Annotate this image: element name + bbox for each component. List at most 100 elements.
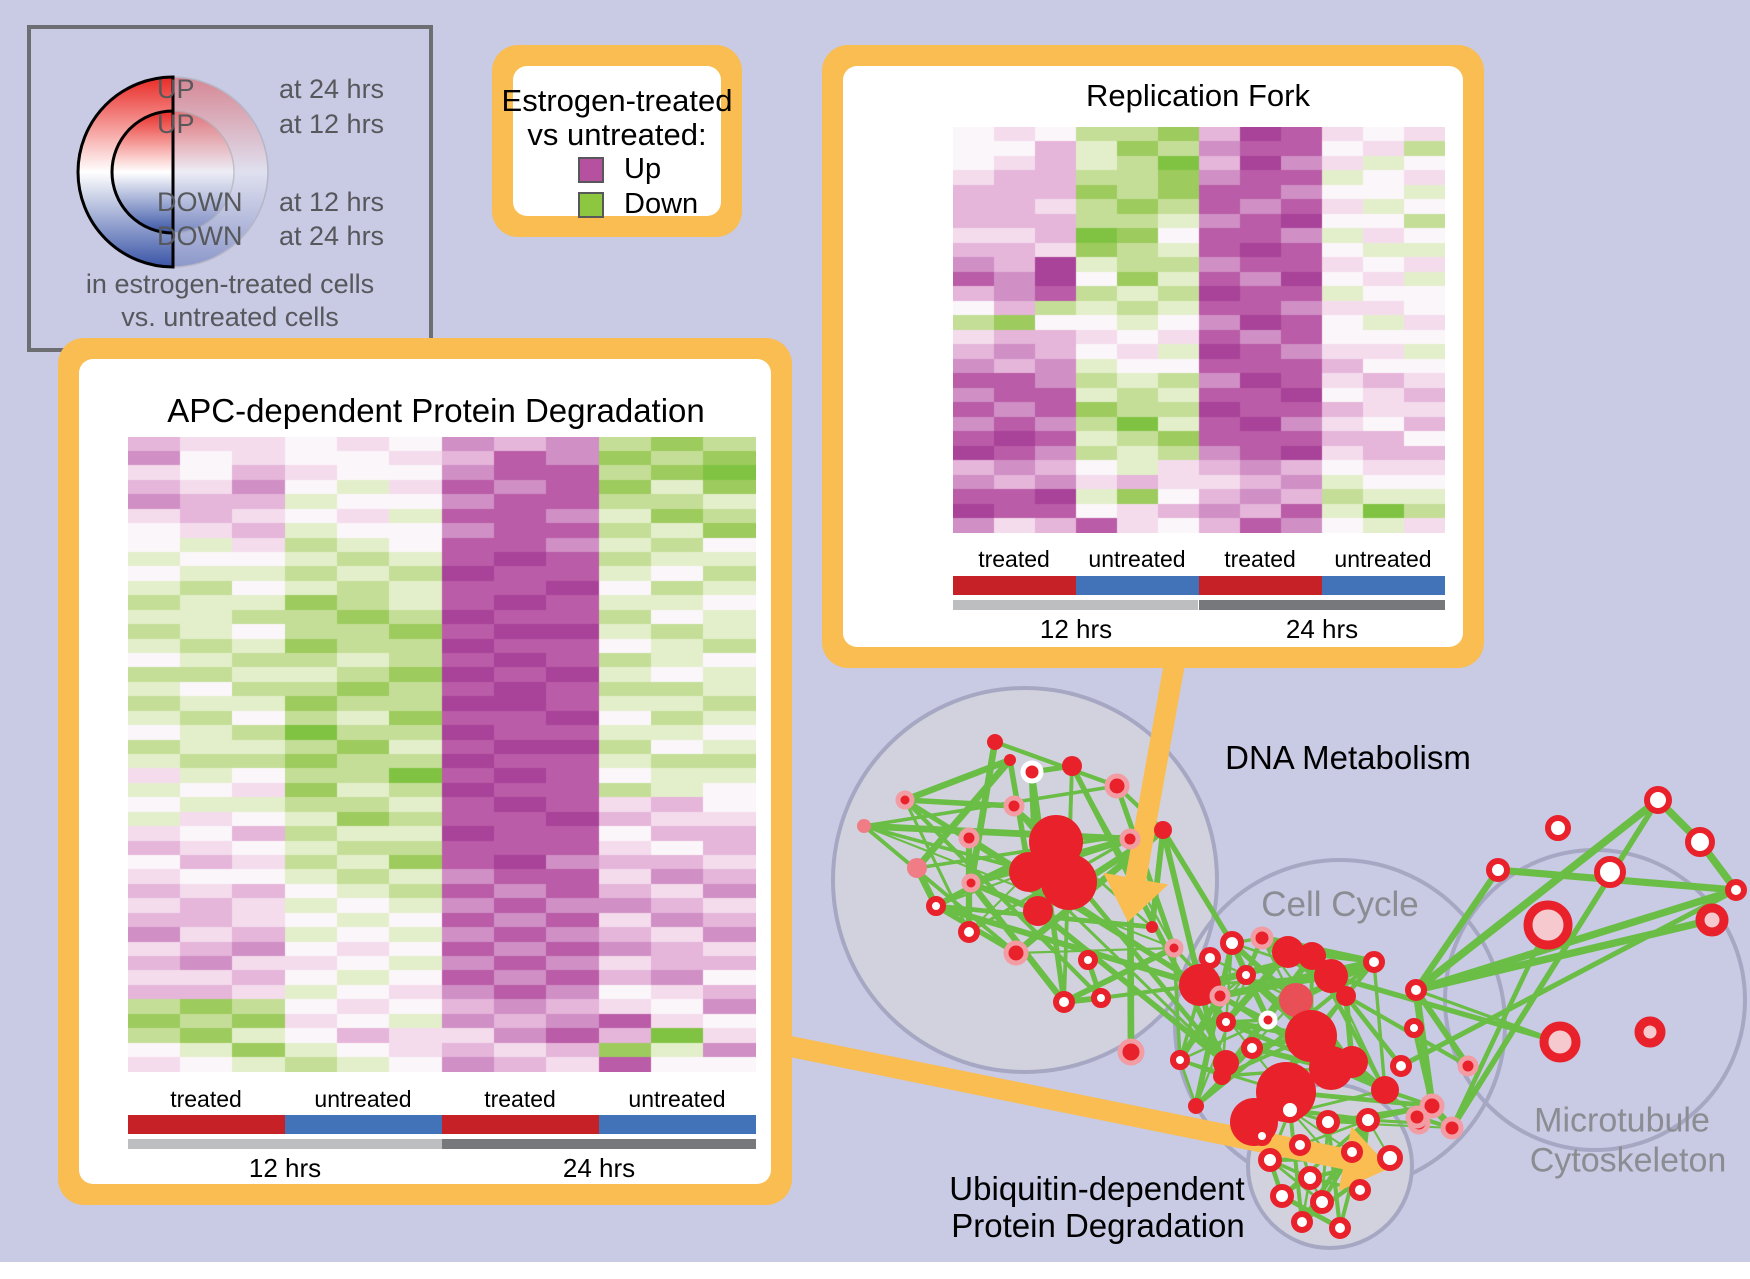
network-edge <box>1172 947 1182 1061</box>
gene-node <box>857 819 871 833</box>
network-edge <box>1260 935 1348 999</box>
gene-node <box>1440 1116 1464 1140</box>
network-edge <box>1251 1034 1314 1124</box>
gene-node <box>1298 1166 1322 1190</box>
network-edge <box>1309 960 1376 1038</box>
network-edge <box>1028 870 1201 987</box>
rf-group-label-untreated-24: untreated <box>1334 546 1432 572</box>
network-edge <box>1177 994 1223 1062</box>
network-edge <box>1320 1150 1354 1204</box>
network-edge <box>1299 1118 1369 1147</box>
gene-node <box>1117 1038 1145 1066</box>
network-edge <box>1309 1156 1391 1180</box>
network-edge <box>863 822 1131 843</box>
gene-node <box>1349 1179 1371 1201</box>
gene-node <box>1004 754 1016 766</box>
network-edge <box>1287 950 1375 964</box>
network-edge <box>1330 973 1561 1045</box>
network-edge <box>1309 955 1314 1037</box>
network-edge <box>1266 954 1314 1022</box>
gene-node <box>1258 1148 1282 1172</box>
network-edge <box>934 903 1018 956</box>
network-edge <box>1269 1155 1391 1163</box>
network-edge <box>935 903 1153 930</box>
network-edge <box>1298 1144 1312 1179</box>
network-edge <box>1218 993 1387 1093</box>
rf-group-label-treated-24: treated <box>1224 546 1296 572</box>
gene-node <box>1336 986 1356 1006</box>
updown-legend-title-2: vs untreated: <box>527 117 707 152</box>
gene-node <box>926 896 946 916</box>
network-edge <box>1300 1119 1370 1223</box>
network-edge <box>1350 1151 1362 1191</box>
gene-node <box>1329 1217 1351 1239</box>
gene-node <box>1594 856 1626 888</box>
network-edge <box>1411 1027 1435 1107</box>
network-edge <box>1031 763 1073 775</box>
network-edge <box>1309 1176 1361 1192</box>
network-edge <box>863 825 1175 949</box>
gene-node <box>1457 1055 1479 1077</box>
network-edge <box>1208 957 1222 997</box>
gene-node <box>1091 988 1111 1008</box>
rf-group-label-treated-12: treated <box>978 546 1050 572</box>
network-edge <box>1193 995 1223 1107</box>
bottom-margin <box>0 1262 1750 1279</box>
gene-node <box>1220 931 1244 955</box>
network-edge <box>1126 838 1135 1053</box>
ring-legend-box: UP at 24 hrs UP at 12 hrs DOWN at 12 hrs… <box>27 25 433 352</box>
network-edge <box>1225 1018 1269 1024</box>
cell-cycle-label-text: Cell Cycle <box>1261 885 1419 924</box>
network-edge <box>1267 1159 1285 1197</box>
network-edge <box>968 837 1131 934</box>
gene-node <box>1545 815 1571 841</box>
network-edge <box>1007 759 1032 873</box>
network-edge <box>1194 1046 1254 1108</box>
gene-node <box>1279 983 1313 1017</box>
network-edge <box>1367 1118 1420 1125</box>
ring-label-up12-key: UP <box>157 109 195 139</box>
network-edge <box>1028 836 1131 875</box>
network-edge <box>1351 1150 1391 1160</box>
gene-node <box>1252 1126 1272 1146</box>
gene-node <box>1053 991 1075 1013</box>
network-edge <box>1221 1019 1269 1077</box>
ring-label-down24-key: DOWN <box>157 221 243 251</box>
network-edge <box>970 840 1057 885</box>
apc-untreated-bar-24 <box>599 1115 756 1134</box>
network-edge <box>1219 973 1332 999</box>
gene-node <box>1298 942 1326 970</box>
gene-node <box>1523 900 1573 950</box>
network-edge <box>1327 1103 1433 1125</box>
network-edge <box>1299 1142 1353 1155</box>
network-edge <box>1027 870 1228 1065</box>
gene-node <box>1309 1046 1353 1090</box>
gene-node <box>895 790 915 810</box>
network-edge <box>1015 946 1175 955</box>
network-edge <box>1194 937 1264 1107</box>
network-edge <box>967 835 1202 988</box>
network-edge <box>1197 983 1229 1024</box>
network-edge <box>1100 982 1201 1001</box>
gene-node <box>961 873 981 893</box>
down-label: Down <box>624 188 699 220</box>
network-edge <box>1344 994 1403 1068</box>
network-edge <box>934 839 1058 909</box>
network-edge <box>1253 1088 1386 1124</box>
ring-left-inner <box>110 109 175 235</box>
network-edge <box>1209 956 1297 1002</box>
gene-node <box>1390 1055 1412 1077</box>
network-edge <box>1251 1045 1332 1071</box>
microtubule-label-1: Microtubule <box>1534 1102 1710 1141</box>
network-edge <box>1013 827 1166 956</box>
network-edge <box>1289 1109 1361 1191</box>
gene-node <box>1199 947 1221 969</box>
network-edge <box>1414 886 1738 994</box>
network-edge <box>1261 1134 1353 1154</box>
network-edge <box>1194 960 1376 1108</box>
gene-node <box>1277 1097 1303 1123</box>
network-edge <box>1310 954 1387 1092</box>
gene-node <box>1634 1016 1666 1048</box>
network-edge <box>968 871 1030 933</box>
